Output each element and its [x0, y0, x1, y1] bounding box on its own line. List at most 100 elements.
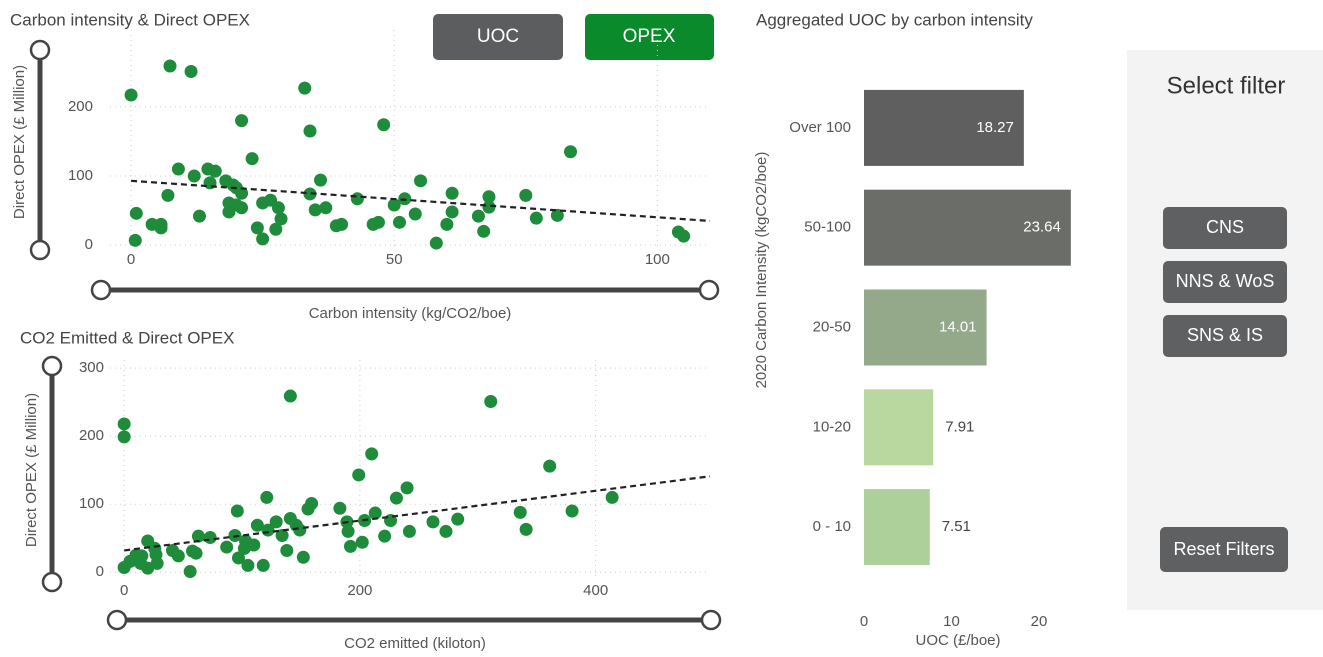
uoc-button[interactable]: [433, 14, 563, 60]
data-point: [256, 232, 270, 246]
data-point: [296, 550, 310, 564]
filter-button-label[interactable]: SNS & IS: [1187, 325, 1263, 345]
data-point: [161, 188, 175, 202]
reset-button[interactable]: [1160, 527, 1288, 572]
value-label: 7.51: [942, 518, 971, 535]
opex-button[interactable]: [585, 14, 714, 60]
slider-handle[interactable]: [700, 609, 722, 631]
data-point: [429, 236, 443, 250]
slider-handle[interactable]: [41, 355, 63, 377]
data-point: [333, 501, 347, 515]
x-axis-label: Carbon intensity (kg/CO2/boe): [309, 305, 512, 322]
y-tick-label: 100: [68, 167, 93, 184]
bar: [864, 189, 1071, 266]
data-point: [222, 205, 236, 219]
data-point: [235, 114, 249, 128]
y-tick-label: 300: [79, 359, 104, 376]
data-point: [402, 524, 416, 538]
reset-button-label[interactable]: Reset Filters: [1173, 539, 1274, 559]
data-point: [235, 201, 249, 215]
slider-handle[interactable]: [698, 279, 720, 301]
data-point: [400, 481, 414, 495]
y-axis-label: Direct OPEX (£ Million): [11, 65, 28, 219]
data-point: [269, 222, 283, 236]
data-point: [256, 558, 270, 572]
data-point: [124, 88, 138, 102]
filter-button-label[interactable]: NNS & WoS: [1176, 271, 1275, 291]
x-tick-label: 0: [120, 582, 128, 599]
data-point: [368, 506, 382, 520]
slider-handle[interactable]: [90, 279, 112, 301]
slider-handle[interactable]: [29, 239, 51, 261]
data-point: [303, 124, 317, 138]
data-point: [274, 212, 288, 226]
x-tick-label: 400: [583, 582, 608, 599]
y-axis-label: 2020 Carbon Intensity (kgCO2/boe): [753, 152, 770, 389]
data-point: [308, 203, 322, 217]
filter-button[interactable]: [1163, 261, 1287, 303]
data-point: [275, 529, 289, 543]
data-point: [298, 81, 312, 95]
data-point: [237, 541, 251, 555]
data-point: [565, 504, 579, 518]
data-point: [183, 565, 197, 579]
data-point: [187, 169, 201, 183]
chart-title: Aggregated UOC by carbon intensity: [756, 10, 1033, 29]
slider-handle[interactable]: [29, 39, 51, 61]
data-point: [350, 192, 364, 206]
bar: [864, 489, 930, 566]
data-point: [117, 560, 131, 574]
data-point: [440, 217, 454, 231]
sliders: [29, 39, 722, 631]
opex-button-label[interactable]: OPEX: [623, 26, 676, 47]
data-point: [543, 459, 557, 473]
x-tick-label: 20: [1031, 613, 1048, 630]
category-label: 0 - 10: [813, 518, 851, 535]
filter-button-label[interactable]: CNS: [1206, 217, 1244, 237]
data-point: [484, 394, 498, 408]
data-point: [387, 198, 401, 212]
filter-button[interactable]: [1163, 207, 1287, 249]
data-point: [117, 430, 131, 444]
data-point: [408, 207, 422, 221]
data-point: [235, 186, 249, 200]
data-point: [230, 504, 244, 518]
data-point: [439, 524, 453, 538]
y-tick-label: 100: [79, 495, 104, 512]
data-point: [389, 491, 403, 505]
x-axis-label: UOC (£/boe): [915, 632, 1000, 649]
data-point: [550, 208, 564, 222]
data-point: [241, 558, 255, 572]
data-point: [261, 523, 275, 537]
data-point: [128, 233, 142, 247]
x-tick-label: 200: [347, 582, 372, 599]
value-label: 7.91: [945, 418, 974, 435]
data-point: [513, 505, 527, 519]
data-point: [471, 209, 485, 223]
trend-line: [130, 179, 711, 223]
data-point: [677, 229, 691, 243]
data-point: [260, 490, 274, 504]
data-point: [319, 201, 333, 215]
y-tick-label: 0: [85, 236, 93, 253]
slider-handle[interactable]: [41, 571, 63, 593]
value-label: 23.64: [1023, 219, 1061, 236]
x-tick-label: 50: [386, 251, 403, 268]
data-point: [482, 200, 496, 214]
data-point: [250, 221, 264, 235]
x-tick-label: 0: [127, 251, 135, 268]
bar: [864, 389, 934, 466]
data-point: [392, 215, 406, 229]
x-tick-label: 0: [860, 613, 868, 630]
value-label: 18.27: [976, 119, 1014, 136]
uoc-button-label[interactable]: UOC: [477, 26, 519, 47]
data-point: [283, 389, 297, 403]
slider-handle[interactable]: [106, 609, 128, 631]
category-label: 50-100: [804, 219, 851, 236]
data-point: [208, 164, 222, 178]
filter-button[interactable]: [1163, 315, 1287, 357]
data-point: [365, 447, 379, 461]
y-tick-label: 200: [79, 427, 104, 444]
data-point: [189, 546, 203, 560]
